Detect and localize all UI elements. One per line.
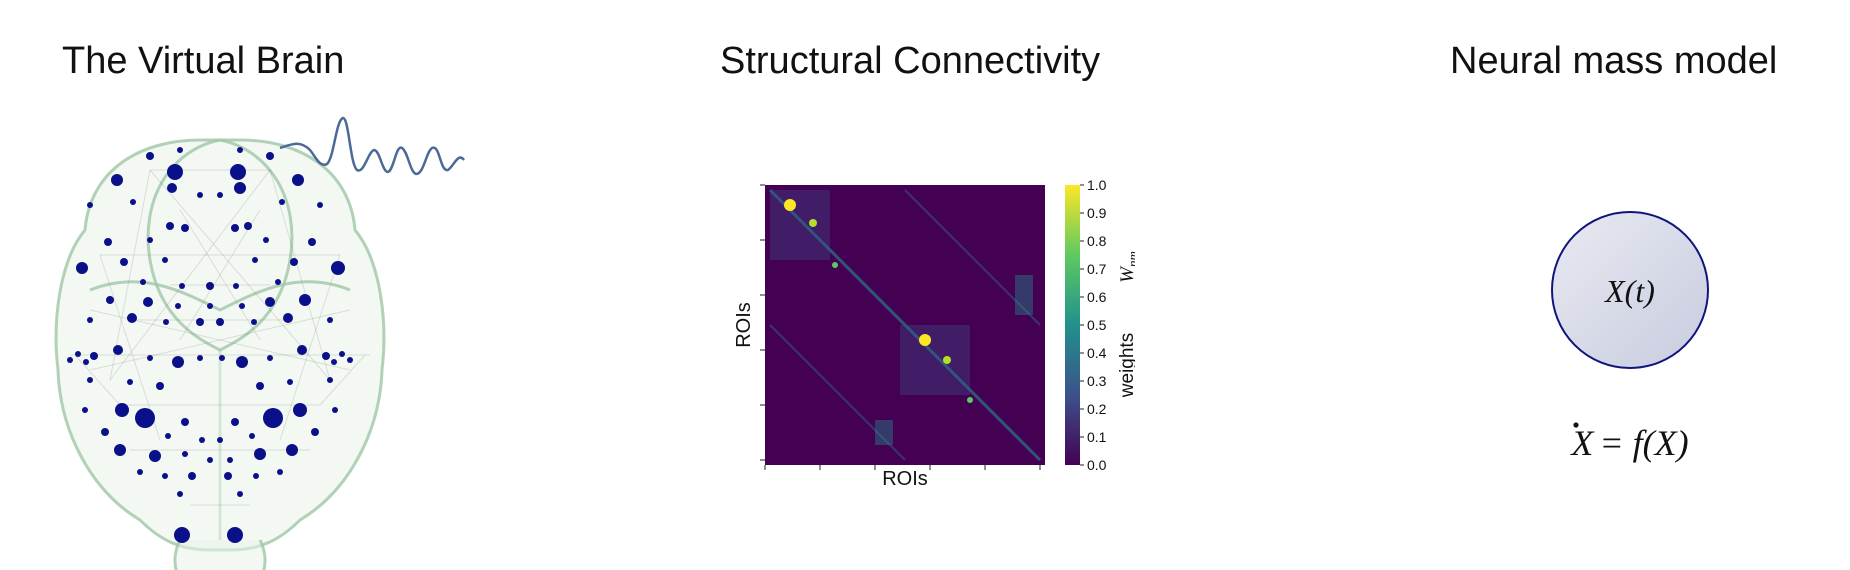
neural-mass-node-figure: X(t) X = f(X) [1551, 211, 1709, 463]
heatmap-diagonal [768, 188, 1042, 462]
colorbar-tick-label: 0.2 [1087, 401, 1107, 417]
network-nodes [67, 147, 353, 543]
colorbar-tick-label: 0.6 [1087, 289, 1107, 305]
colorbar [1065, 185, 1080, 465]
colorbar-tick-label: 0.1 [1087, 429, 1107, 445]
activity-signal [279, 116, 465, 176]
brain-panel-title: The Virtual Brain [62, 40, 345, 82]
colorbar-tick-label: 0.3 [1087, 373, 1107, 389]
heatmap-ylabel: ROIs [733, 302, 755, 348]
colorbar-ticks: 0.0 0.1 0.2 0.3 0.4 0.5 0.6 0.7 0.8 0.9 1.0 [1080, 177, 1107, 473]
heatmap-y-ticks [760, 184, 765, 461]
colorbar-tick-label: 0.7 [1087, 261, 1107, 277]
node-state-label: X(t) [1603, 273, 1655, 309]
nmm-panel-title: Neural mass model [1450, 40, 1778, 82]
dynamics-equation: X = f(X) [1569, 422, 1689, 463]
colorbar-tick-label: 1.0 [1087, 177, 1107, 193]
connectivity-matrix-figure: ROIs ROIs 0.0 0.1 0.2 0.3 0.4 0.5 0.6 0.7 0.8 0.9… [733, 177, 1135, 485]
equation-lhs: X [1569, 423, 1595, 463]
heatmap-xlabel: ROIs [882, 468, 928, 485]
colorbar-tick-label: 0.0 [1087, 457, 1107, 473]
colorbar-tick-label: 0.9 [1087, 205, 1107, 221]
equation-rhs: = f(X) [1599, 423, 1688, 463]
heatmap-x-ticks [764, 465, 1041, 470]
brain-network-illustration [54, 116, 465, 570]
equation-text: X = f(X) [1569, 423, 1688, 463]
network-edges [70, 169, 370, 506]
time-derivative-dot [1573, 422, 1579, 428]
colorbar-tick-label: 0.8 [1087, 233, 1107, 249]
colorbar-label: weights [1117, 333, 1135, 398]
connectivity-panel-title: Structural Connectivity [720, 40, 1101, 82]
neural-mass-node [1551, 211, 1709, 369]
colorbar-tick-label: 0.5 [1087, 317, 1107, 333]
brain-outline [54, 138, 386, 570]
colorbar-symbol: Wnm [1117, 251, 1135, 283]
colorbar-tick-label: 0.4 [1087, 345, 1107, 361]
